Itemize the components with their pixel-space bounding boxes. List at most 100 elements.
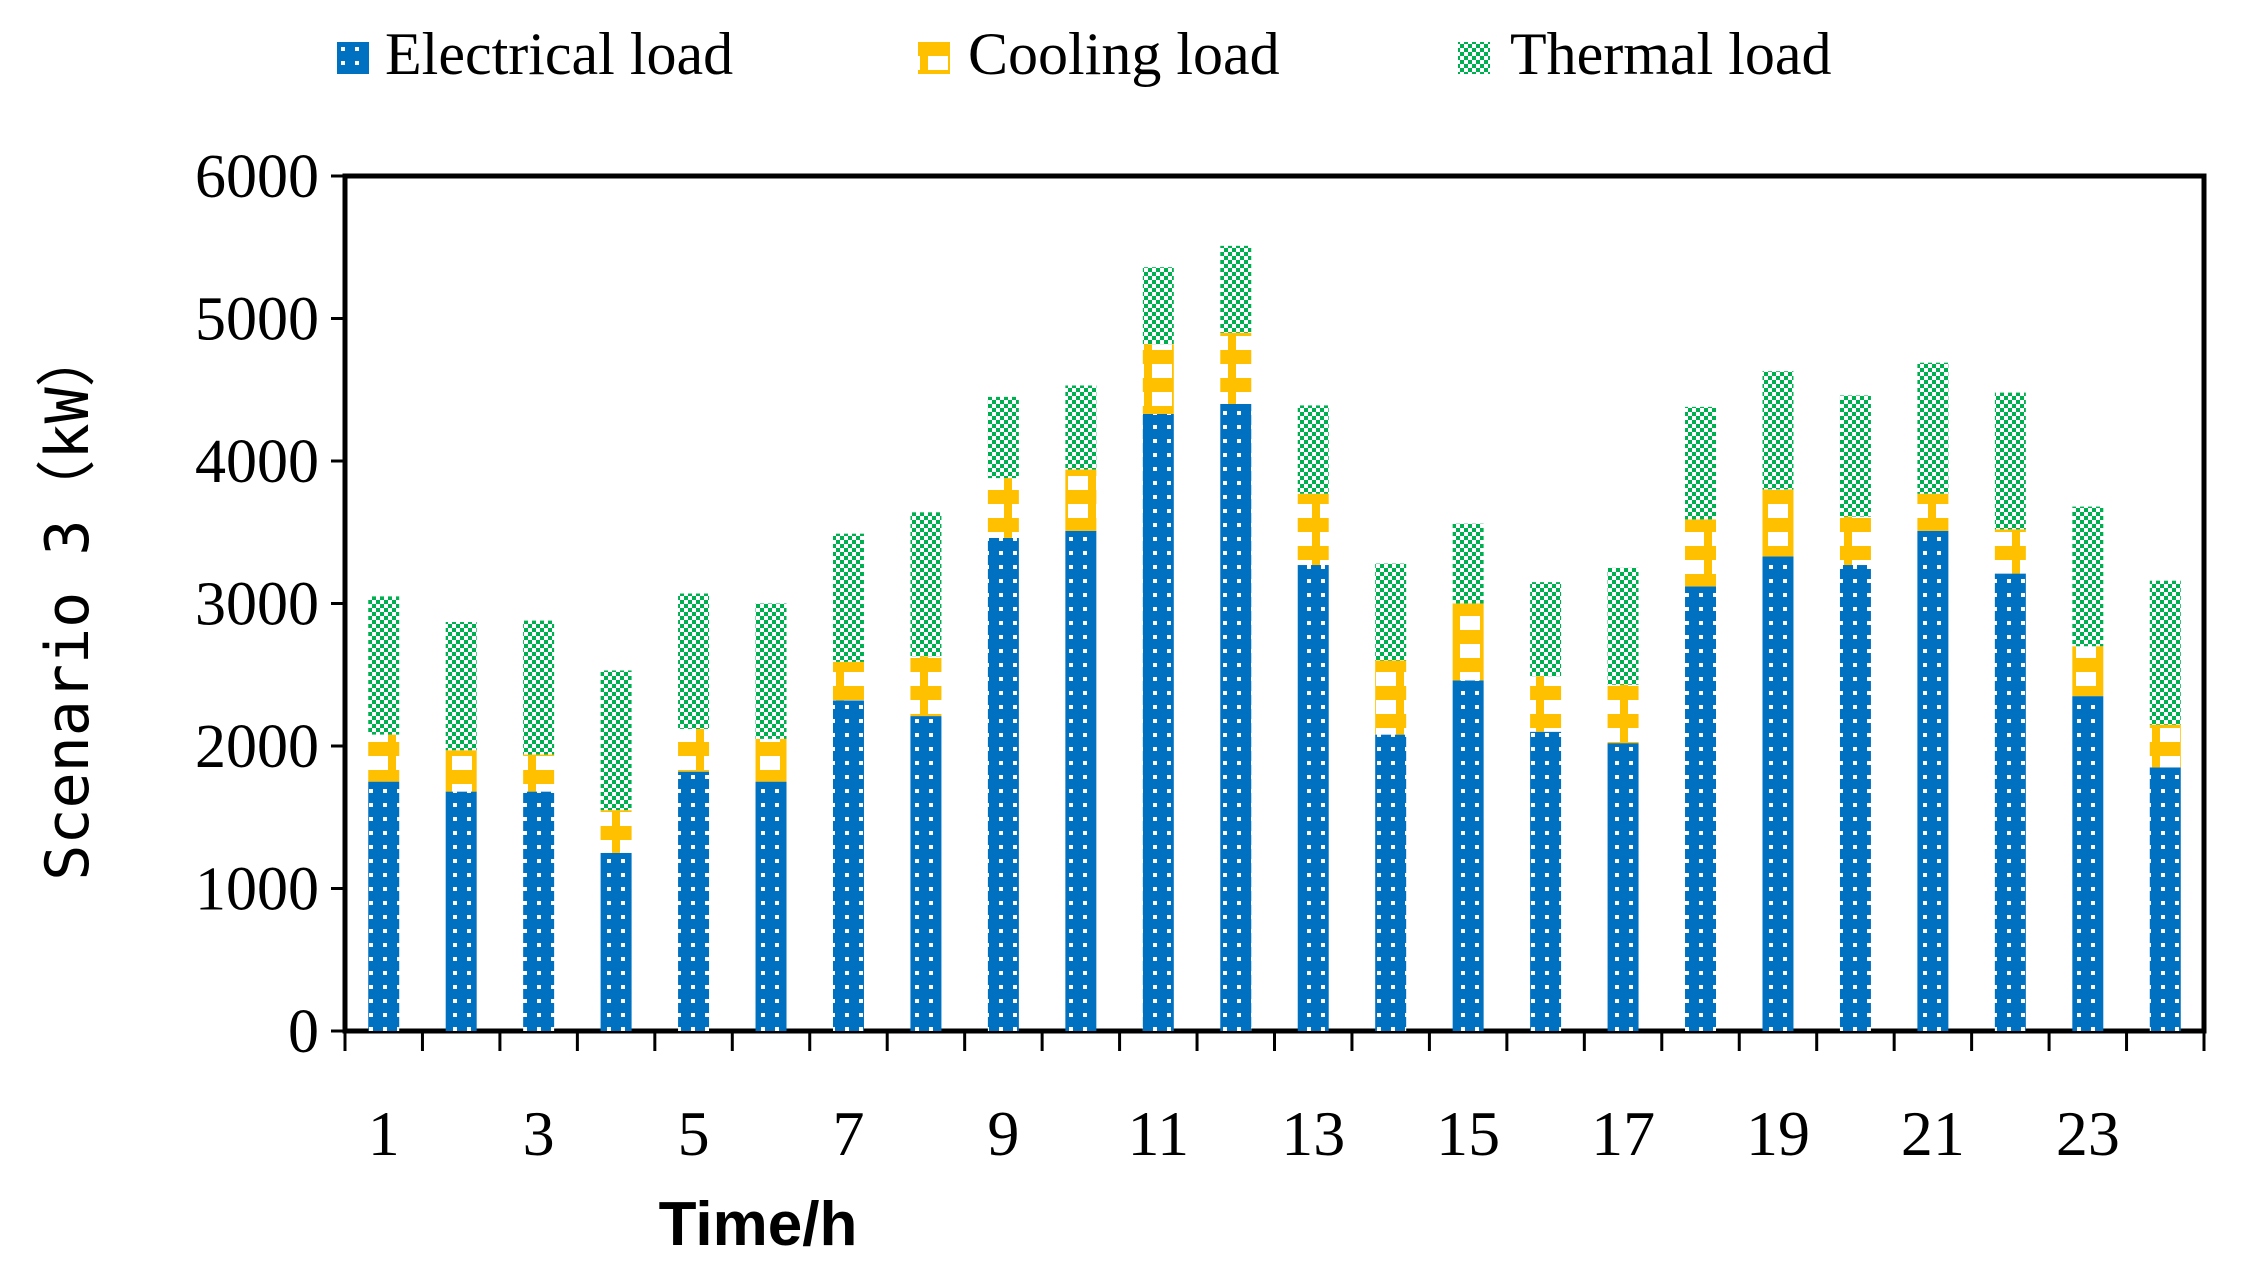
y-tick-label: 4000 (195, 428, 319, 496)
bar-cooling-9 (987, 478, 1019, 538)
x-axis-title: Time/h (659, 1190, 858, 1259)
legend: Electrical load Cooling load Thermal loa… (337, 21, 1832, 87)
bar-thermal-6 (755, 603, 787, 739)
bar-electrical-2 (445, 791, 477, 1031)
legend-swatch-thermal (1458, 42, 1490, 74)
bar-electrical-9 (987, 537, 1019, 1031)
x-tick-label: 3 (523, 1098, 555, 1169)
bar-cooling-2 (445, 750, 477, 792)
bars-layer (368, 245, 2181, 1032)
bar-electrical-3 (523, 791, 555, 1031)
legend-label-cooling: Cooling load (968, 21, 1280, 87)
bar-electrical-21 (1917, 530, 1949, 1031)
bar-electrical-19 (1762, 556, 1794, 1031)
x-tick-label: 21 (1901, 1098, 1965, 1169)
bar-electrical-13 (1297, 565, 1329, 1031)
x-tick-label: 9 (987, 1098, 1019, 1169)
bar-cooling-18 (1685, 519, 1717, 587)
bar-electrical-22 (1994, 573, 2026, 1031)
bar-thermal-2 (445, 622, 477, 751)
x-tick-label: 1 (368, 1098, 400, 1169)
bar-cooling-4 (600, 810, 632, 853)
bar-cooling-22 (1994, 529, 2026, 574)
y-axis: 0 1000 2000 3000 4000 5000 6000 (195, 143, 345, 1066)
bar-electrical-4 (600, 852, 632, 1032)
bar-thermal-23 (2072, 506, 2104, 647)
x-tick-label: 23 (2056, 1098, 2120, 1169)
bar-thermal-20 (1839, 395, 1871, 517)
bar-electrical-24 (2149, 767, 2181, 1032)
bar-cooling-17 (1607, 684, 1639, 744)
x-tick-label: 15 (1436, 1098, 1500, 1169)
x-tick-label: 11 (1128, 1098, 1190, 1169)
bar-electrical-11 (1142, 413, 1174, 1032)
x-axis: 1 3 5 7 9 11 13 15 17 19 21 23 (343, 1031, 2206, 1169)
y-tick-label: 3000 (195, 571, 319, 639)
bar-electrical-16 (1530, 731, 1562, 1031)
bar-cooling-12 (1220, 332, 1252, 404)
bar-thermal-5 (678, 593, 710, 729)
bar-cooling-6 (755, 738, 787, 782)
bar-electrical-14 (1375, 734, 1407, 1031)
bar-cooling-8 (910, 656, 942, 717)
legend-label-electrical: Electrical load (385, 21, 733, 87)
bar-thermal-24 (2149, 580, 2181, 725)
bar-electrical-8 (910, 716, 942, 1031)
bar-thermal-12 (1220, 245, 1252, 333)
bar-thermal-15 (1452, 523, 1484, 604)
bar-electrical-17 (1607, 743, 1639, 1031)
x-tick-label: 17 (1591, 1098, 1655, 1169)
bar-cooling-23 (2072, 646, 2104, 697)
bar-electrical-10 (1065, 530, 1097, 1031)
bar-cooling-19 (1762, 489, 1794, 557)
bar-cooling-7 (832, 661, 864, 701)
bar-thermal-13 (1297, 405, 1329, 494)
bar-thermal-14 (1375, 563, 1407, 661)
bar-cooling-11 (1142, 344, 1174, 414)
bar-cooling-15 (1452, 603, 1484, 681)
bar-thermal-4 (600, 670, 632, 811)
bar-cooling-10 (1065, 469, 1097, 531)
y-axis-title: Scenario 3（kW） (33, 327, 103, 880)
bar-cooling-13 (1297, 493, 1329, 566)
legend-swatch-cooling (918, 42, 950, 74)
bar-thermal-18 (1685, 406, 1717, 520)
x-tick-label: 7 (832, 1098, 864, 1169)
bar-electrical-7 (832, 700, 864, 1031)
x-tick-label: 13 (1281, 1098, 1345, 1169)
y-tick-label: 1000 (195, 856, 319, 924)
bar-cooling-24 (2149, 724, 2181, 768)
bar-cooling-21 (1917, 493, 1949, 531)
bar-electrical-12 (1220, 404, 1252, 1031)
bar-thermal-16 (1530, 582, 1562, 677)
bar-thermal-21 (1917, 362, 1949, 494)
bar-electrical-20 (1839, 565, 1871, 1031)
bar-electrical-1 (368, 781, 400, 1032)
y-tick-label: 2000 (195, 713, 319, 781)
bar-thermal-9 (987, 396, 1019, 479)
bar-electrical-5 (678, 771, 710, 1031)
y-tick-label: 5000 (195, 286, 319, 354)
bar-thermal-17 (1607, 567, 1639, 685)
legend-swatch-electrical (337, 42, 369, 74)
bar-thermal-10 (1065, 385, 1097, 470)
bar-electrical-15 (1452, 680, 1484, 1031)
y-tick-label: 0 (288, 998, 319, 1066)
bar-thermal-1 (368, 596, 400, 735)
x-tick-label: 19 (1746, 1098, 1810, 1169)
bar-thermal-7 (832, 533, 864, 662)
bar-cooling-16 (1530, 676, 1562, 732)
bar-thermal-3 (523, 620, 555, 755)
bar-electrical-23 (2072, 696, 2104, 1032)
bar-cooling-14 (1375, 660, 1407, 735)
bar-cooling-5 (678, 728, 710, 772)
bar-electrical-18 (1685, 586, 1717, 1031)
x-tick-label: 5 (678, 1098, 710, 1169)
bar-cooling-20 (1839, 516, 1871, 566)
bar-electrical-6 (755, 781, 787, 1032)
bar-thermal-22 (1994, 392, 2026, 530)
bar-cooling-3 (523, 754, 555, 792)
legend-label-thermal: Thermal load (1510, 21, 1832, 87)
